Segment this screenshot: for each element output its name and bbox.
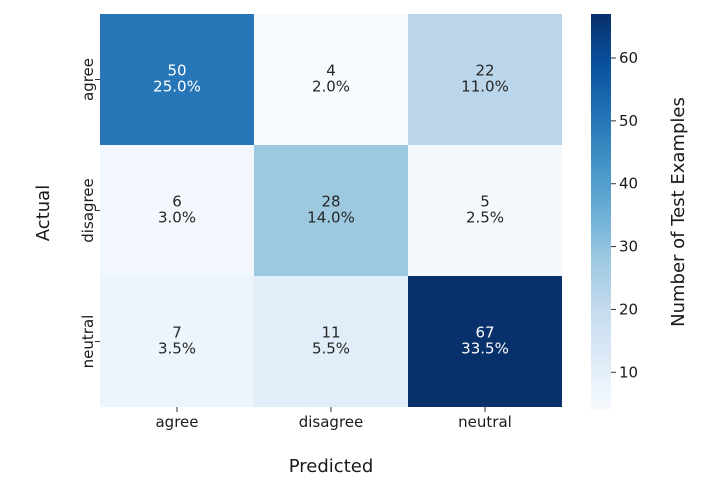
- colorbar-tick-label-1: 20: [619, 300, 638, 318]
- heatmap-cells: [100, 14, 562, 407]
- cell-count-label-1-0: 6: [172, 193, 182, 211]
- heatmap-cell-1-0: [100, 145, 254, 276]
- colorbar-label: Number of Test Examples: [668, 97, 689, 327]
- cell-percent-label-2-0: 3.5%: [158, 340, 196, 358]
- cell-count-label-1-1: 28: [321, 193, 340, 211]
- heatmap-cell-0-0: [100, 14, 254, 145]
- x-tick-label-0: agree: [155, 413, 198, 431]
- cell-percent-label-0-0: 25.0%: [153, 78, 201, 96]
- colorbar-tick-label-4: 50: [619, 112, 638, 130]
- y-tick-label-0: agree: [79, 58, 97, 101]
- y-axis-ticks: agree disagree neutral: [79, 58, 100, 368]
- cell-percent-label-1-1: 14.0%: [307, 209, 355, 227]
- cell-percent-label-2-1: 5.5%: [312, 340, 350, 358]
- heatmap-cell-2-0: [100, 276, 254, 407]
- cell-count-label-1-2: 5: [480, 193, 490, 211]
- colorbar: [591, 14, 611, 410]
- cell-count-label-0-2: 22: [475, 62, 494, 80]
- colorbar-tick-label-5: 60: [619, 49, 638, 67]
- x-tick-label-1: disagree: [299, 413, 364, 431]
- y-axis-label: Actual: [33, 185, 54, 241]
- cell-count-label-0-0: 50: [167, 62, 186, 80]
- x-axis-label: Predicted: [289, 456, 374, 477]
- colorbar-tick-label-2: 30: [619, 238, 638, 256]
- cell-percent-label-0-1: 2.0%: [312, 78, 350, 96]
- cell-count-label-2-2: 67: [475, 324, 494, 342]
- colorbar-ticks: 10 20 30 40 50 60: [611, 49, 638, 381]
- heatmap-cell-2-2: [408, 276, 562, 407]
- cell-percent-label-1-2: 2.5%: [466, 209, 504, 227]
- cell-count-label-2-0: 7: [172, 324, 182, 342]
- cell-percent-label-0-2: 11.0%: [461, 78, 509, 96]
- heatmap-cell-1-2: [408, 145, 562, 276]
- colorbar-tick-label-3: 40: [619, 175, 638, 193]
- heatmap-cell-1-1: [254, 145, 408, 276]
- cell-count-label-2-1: 11: [321, 324, 340, 342]
- cell-percent-label-2-2: 33.5%: [461, 340, 509, 358]
- heatmap-cell-0-2: [408, 14, 562, 145]
- y-tick-label-2: neutral: [79, 315, 97, 369]
- cell-percent-label-1-0: 3.0%: [158, 209, 196, 227]
- x-tick-label-2: neutral: [458, 413, 512, 431]
- heatmap-cell-2-1: [254, 276, 408, 407]
- cell-count-label-0-1: 4: [326, 62, 336, 80]
- y-tick-label-1: disagree: [79, 178, 97, 243]
- x-axis-ticks: agree disagree neutral: [155, 407, 512, 431]
- colorbar-tick-label-0: 10: [619, 363, 638, 381]
- heatmap-cell-0-1: [254, 14, 408, 145]
